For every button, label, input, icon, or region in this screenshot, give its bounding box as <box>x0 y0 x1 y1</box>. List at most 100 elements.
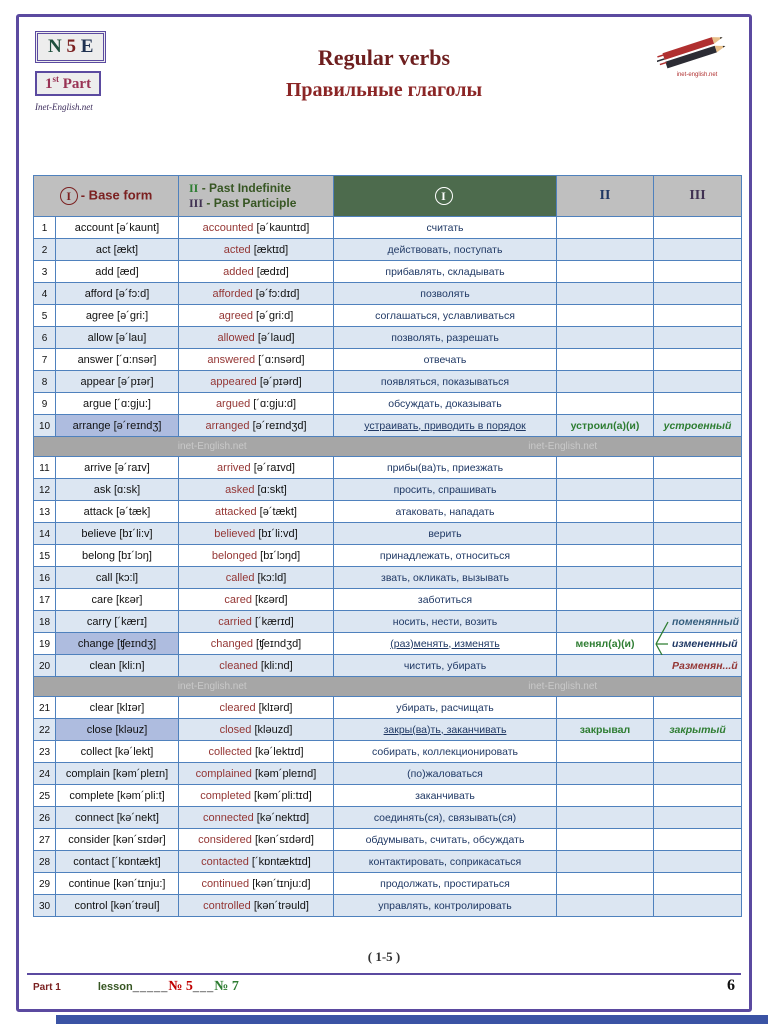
past-verb: arrived <box>217 461 251 474</box>
past-verb-cell: agreed [ə´gri:d] <box>178 304 334 327</box>
base-transcription: [kəm´pli:t] <box>113 789 165 802</box>
base-verb: control <box>74 899 108 912</box>
row-number-cell: 22 <box>33 718 56 741</box>
table-row: 16 call [kɔ:l] called [kɔ:ld] звать, оклика… <box>33 566 742 589</box>
past-ru-cell <box>556 238 654 261</box>
past-verb: cleaned <box>219 659 258 672</box>
separator-cell: inet-English.net inet-English.net <box>33 436 742 457</box>
row-number: 12 <box>38 484 51 496</box>
past-verb-cell: closed [kləuzd] <box>178 718 334 741</box>
participle-ru-cell <box>653 806 742 829</box>
past-transcription: [kən´tɪnju:d] <box>249 877 311 890</box>
base-transcription: [´ɑ:gju:] <box>111 397 151 410</box>
past-ru-cell: менял(а)(и) <box>556 632 654 655</box>
base-verb-cell: contact [´kɒntækt] <box>55 850 179 873</box>
base-transcription: [ə´raɪv] <box>111 461 150 474</box>
past-verb: connected <box>202 811 254 824</box>
past-transcription: [ɑ:skt] <box>254 483 287 496</box>
row-number-cell: 21 <box>33 696 56 719</box>
past-ru-cell <box>556 348 654 371</box>
row-number: 27 <box>38 834 51 846</box>
row-number-cell: 23 <box>33 740 56 763</box>
base-verb: complete <box>69 789 114 802</box>
base-transcription: [kən´tɪnju:] <box>110 877 166 890</box>
translation-cell: обдумывать, считать, обсуждать <box>333 828 557 851</box>
base-transcription: [´ɑ:nsər] <box>113 353 157 366</box>
base-form-label: - Base form <box>80 187 153 203</box>
base-verb: call <box>95 571 113 584</box>
base-transcription: [æd] <box>113 265 139 278</box>
row-number-cell: 29 <box>33 872 56 895</box>
base-verb: argue <box>83 397 112 410</box>
past-transcription: [kɛərd] <box>251 593 288 606</box>
past-ru-cell <box>556 566 654 589</box>
separator-cell: inet-English.net inet-English.net <box>33 676 742 697</box>
base-transcription: [ɑ:sk] <box>110 483 141 496</box>
past-ru-cell: закрывал <box>556 718 654 741</box>
row-number: 21 <box>38 702 51 714</box>
translation-text: обдумывать, считать, обсуждать <box>365 833 525 846</box>
base-transcription: [ə´pɪər] <box>114 375 154 388</box>
translation-text: контактировать, соприкасаться <box>368 855 522 868</box>
translation-text: устраивать, приводить в порядок <box>364 419 526 432</box>
base-verb: answer <box>77 353 114 366</box>
past-verb-cell: cared [kɛərd] <box>178 588 334 611</box>
row-number-cell: 10 <box>33 414 56 437</box>
row-number-cell: 11 <box>33 456 56 479</box>
table-row: 18 carry [´kærɪ] carried [´kærɪd] носить, н… <box>33 610 742 633</box>
past-verb-cell: acted [æktɪd] <box>178 238 334 261</box>
part-badge: 1st Part <box>35 71 102 96</box>
base-verb-cell: allow [ə´lau] <box>55 326 179 349</box>
past-ru-cell <box>556 370 654 393</box>
translation-text: (раз)менять, изменять <box>390 637 500 650</box>
participle-ru-cell: устроенный <box>653 414 742 437</box>
row-number-cell: 24 <box>33 762 56 785</box>
participle-ru-cell <box>653 238 742 261</box>
base-verb: account <box>74 221 114 234</box>
row-number-cell: 4 <box>33 282 56 305</box>
past-verb: closed <box>219 723 252 736</box>
base-verb-cell: complain [kəm´pleɪn] <box>55 762 179 785</box>
past-ru-text: менял(а)(и) <box>575 637 635 650</box>
past-transcription: [ə´pɪərd] <box>256 375 302 388</box>
bottom-edge-bar <box>56 1015 768 1024</box>
past-ru-cell <box>556 282 654 305</box>
past-transcription: [kən´trəuld] <box>250 899 309 912</box>
participle-ru-cell <box>653 762 742 785</box>
past-ru-cell <box>556 260 654 283</box>
participle-ru-cell <box>653 216 742 239</box>
row-number: 29 <box>38 878 51 890</box>
past-verb-cell: attacked [ə´tækt] <box>178 500 334 523</box>
base-transcription: [´kɒntækt] <box>108 855 161 868</box>
past-verb-cell: belonged [bɪ´lɔŋd] <box>178 544 334 567</box>
participle-ru-cell <box>653 740 742 763</box>
base-verb: believe <box>81 527 117 540</box>
translation-text: просить, спрашивать <box>393 483 497 496</box>
base-verb-cell: answer [´ɑ:nsər] <box>55 348 179 371</box>
lesson-number-7: № 7 <box>214 979 239 994</box>
past-transcription: [klɪərd] <box>255 701 293 714</box>
past-verb-cell: collected [kə´lektɪd] <box>178 740 334 763</box>
past-verb: considered <box>198 833 252 846</box>
base-verb-cell: close [kləuz] <box>55 718 179 741</box>
past-ru-text: закрывал <box>579 723 631 736</box>
base-transcription: [kə´nekt] <box>113 811 159 824</box>
base-verb: add <box>95 265 114 278</box>
translation-cell: закры(ва)ть, заканчивать <box>333 718 557 741</box>
watermark-text: inet-English.net <box>528 441 598 452</box>
base-verb-cell: clear [klɪər] <box>55 696 179 719</box>
base-verb-cell: arrange [ə´reɪndʒ] <box>55 414 179 437</box>
svg-text:inet-english.net: inet-english.net <box>677 72 718 78</box>
row-number-cell: 6 <box>33 326 56 349</box>
table-row: 28 contact [´kɒntækt] contacted [´kɒntæktɪ… <box>33 850 742 873</box>
base-transcription: [kləuz] <box>112 723 148 736</box>
past-transcription: [ə´tækt] <box>256 505 297 518</box>
table-row: 12 ask [ɑ:sk] asked [ɑ:skt] просить, спраши… <box>33 478 742 501</box>
table-row: 19 change [ʧeɪndʒ] changed [ʧeɪndʒd] (раз)м… <box>33 621 742 666</box>
past-ru-cell <box>556 456 654 479</box>
translation-text: носить, нести, возить <box>392 615 498 628</box>
base-transcription: [klɪər] <box>113 701 145 714</box>
past-verb-cell: arranged [ə´reɪndʒd] <box>178 414 334 437</box>
row-number: 14 <box>38 528 51 540</box>
translation-cell: заканчивать <box>333 784 557 807</box>
